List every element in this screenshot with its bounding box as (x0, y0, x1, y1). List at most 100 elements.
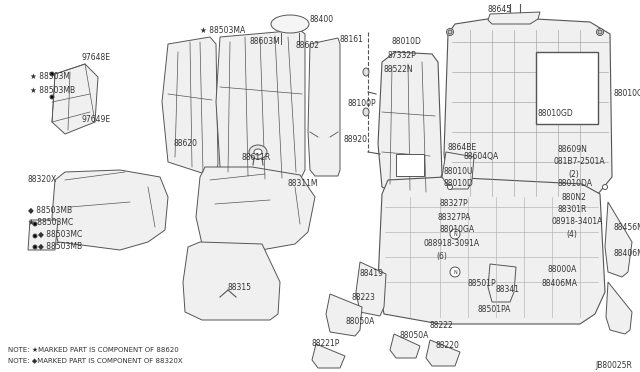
Text: 88920: 88920 (344, 135, 368, 144)
Polygon shape (183, 242, 280, 320)
Polygon shape (488, 12, 540, 24)
Text: 88501PA: 88501PA (478, 305, 511, 314)
Text: 88301R: 88301R (558, 205, 588, 215)
Polygon shape (308, 38, 340, 176)
Text: 88222: 88222 (430, 321, 454, 330)
Polygon shape (196, 167, 315, 252)
Ellipse shape (598, 30, 602, 34)
Ellipse shape (596, 29, 604, 35)
Text: 081B7-2501A: 081B7-2501A (554, 157, 605, 167)
Text: 88645: 88645 (488, 6, 512, 15)
Polygon shape (52, 170, 168, 250)
Text: 88223: 88223 (352, 294, 376, 302)
Polygon shape (216, 30, 305, 180)
Ellipse shape (50, 95, 54, 99)
Text: 88010D: 88010D (392, 38, 422, 46)
Text: 88603M: 88603M (250, 38, 281, 46)
Ellipse shape (448, 30, 452, 34)
Text: 8864BE: 8864BE (448, 142, 477, 151)
Text: ◆ 88503MC: ◆ 88503MC (38, 230, 83, 238)
Text: 88522N: 88522N (384, 65, 413, 74)
Ellipse shape (363, 68, 369, 76)
Text: 88010U: 88010U (444, 167, 474, 176)
Ellipse shape (50, 72, 54, 76)
Text: ★ 88503MA: ★ 88503MA (200, 26, 245, 35)
Text: 88010DA: 88010DA (558, 180, 593, 189)
Ellipse shape (602, 185, 607, 189)
Bar (396, 154, 424, 176)
Text: ★ 88503MB: ★ 88503MB (30, 86, 75, 94)
Ellipse shape (450, 267, 460, 277)
Polygon shape (28, 220, 58, 250)
Text: 88327P: 88327P (440, 199, 468, 208)
Text: (6): (6) (436, 251, 447, 260)
Text: 88620: 88620 (173, 140, 197, 148)
Text: 88221P: 88221P (312, 340, 340, 349)
Ellipse shape (447, 185, 452, 189)
Text: 88406MA: 88406MA (542, 279, 578, 289)
Text: 88000A: 88000A (548, 266, 577, 275)
Text: 88611R: 88611R (242, 154, 271, 163)
Ellipse shape (249, 145, 267, 159)
Polygon shape (326, 294, 362, 336)
Text: N: N (453, 231, 457, 237)
Text: (2): (2) (568, 170, 579, 179)
Text: 88311M: 88311M (288, 180, 319, 189)
Polygon shape (442, 152, 474, 189)
Text: 880N2: 880N2 (562, 192, 587, 202)
Text: 88010D: 88010D (444, 180, 474, 189)
Text: 88609N: 88609N (558, 145, 588, 154)
Text: 88406M: 88406M (614, 250, 640, 259)
Polygon shape (378, 177, 605, 324)
Polygon shape (378, 52, 442, 194)
Text: 88010GA: 88010GA (440, 225, 475, 234)
Text: ★ 88503M: ★ 88503M (30, 71, 70, 80)
Text: 88050A: 88050A (346, 317, 376, 327)
Text: 88161: 88161 (340, 35, 364, 45)
Text: JB80025R: JB80025R (595, 362, 632, 371)
Polygon shape (356, 262, 386, 316)
Text: (4): (4) (566, 230, 577, 238)
Text: ◆ 88503MB: ◆ 88503MB (38, 241, 82, 250)
Ellipse shape (33, 234, 37, 238)
Polygon shape (390, 334, 420, 358)
Polygon shape (52, 64, 98, 134)
Ellipse shape (254, 149, 262, 155)
Polygon shape (444, 17, 612, 202)
Text: 08918-3401A: 08918-3401A (552, 218, 604, 227)
Polygon shape (488, 264, 516, 302)
Text: ★ 88503MC: ★ 88503MC (28, 218, 73, 227)
Polygon shape (162, 37, 218, 174)
Text: 97649E: 97649E (82, 115, 111, 125)
Ellipse shape (33, 245, 37, 249)
Text: 88327PA: 88327PA (438, 212, 472, 221)
Text: 88320X: 88320X (28, 176, 57, 185)
Text: 88604QA: 88604QA (464, 153, 499, 161)
Ellipse shape (271, 15, 309, 33)
Text: 88050A: 88050A (400, 331, 429, 340)
Text: 88501P: 88501P (468, 279, 497, 289)
Text: NOTE: ◆MARKED PART IS COMPONENT OF 88320X: NOTE: ◆MARKED PART IS COMPONENT OF 88320… (8, 357, 182, 363)
Ellipse shape (450, 229, 460, 239)
Text: 088918-3091A: 088918-3091A (424, 240, 480, 248)
Polygon shape (426, 340, 460, 366)
Polygon shape (605, 202, 632, 277)
Text: ◆ 88503MB: ◆ 88503MB (28, 205, 72, 215)
Ellipse shape (33, 222, 37, 226)
Text: 88602: 88602 (295, 41, 319, 49)
Text: 88010GD: 88010GD (538, 109, 573, 119)
Text: 88100P: 88100P (348, 99, 376, 109)
Text: 88400: 88400 (310, 16, 334, 25)
Polygon shape (606, 282, 632, 334)
Text: N: N (453, 269, 457, 275)
Text: 88456M: 88456M (614, 222, 640, 231)
Ellipse shape (447, 29, 454, 35)
Text: 88010GC: 88010GC (614, 90, 640, 99)
Text: 88419: 88419 (360, 269, 384, 279)
Text: 97648E: 97648E (82, 54, 111, 62)
Bar (536, 52, 598, 124)
Text: NOTE: ★MARKED PART IS COMPONENT OF 88620: NOTE: ★MARKED PART IS COMPONENT OF 88620 (8, 347, 179, 353)
Text: 88220: 88220 (435, 341, 459, 350)
Polygon shape (312, 344, 345, 368)
Text: 87332P: 87332P (388, 51, 417, 61)
